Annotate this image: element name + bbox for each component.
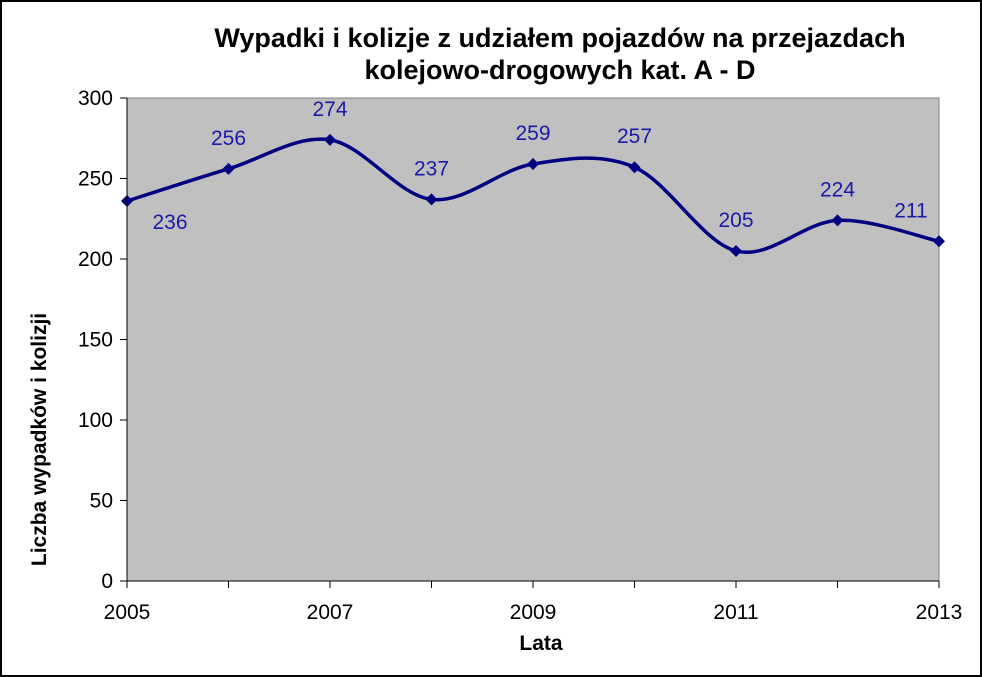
y-tick-label: 0 [101, 570, 113, 593]
x-tick-label: 2013 [916, 601, 963, 624]
y-tick-label: 250 [78, 168, 113, 191]
data-label: 259 [515, 122, 550, 145]
data-label: 224 [820, 178, 855, 201]
data-label: 211 [894, 199, 927, 222]
data-point [324, 133, 336, 146]
data-label: 237 [414, 157, 449, 180]
y-tick-label: 200 [78, 248, 113, 271]
chart-title-line-1: Wypadki i kolizje z udziałem pojazdów na… [214, 23, 906, 53]
data-point [730, 244, 742, 257]
data-label: 274 [312, 98, 347, 121]
y-tick-label: 100 [78, 409, 113, 432]
data-point [425, 193, 438, 206]
data-point [628, 161, 641, 174]
data-label: 257 [617, 125, 652, 148]
y-tick-label: 150 [78, 329, 113, 352]
data-point [831, 214, 844, 227]
data-point [222, 162, 235, 175]
chart-title: Wypadki i kolizje z udziałem pojazdów na… [120, 22, 982, 86]
y-axis-title: Liczba wypadków i kolizji [28, 313, 51, 566]
x-axis-title: Lata [519, 632, 563, 655]
x-tick-label: 2011 [713, 601, 758, 624]
data-label: 205 [718, 209, 753, 232]
chart-title-line-2: kolejowo-drogowych kat. A - D [364, 55, 756, 85]
x-tick-label: 2007 [307, 601, 354, 624]
data-point [527, 158, 539, 171]
y-tick-label: 300 [78, 87, 113, 110]
x-tick-label: 2005 [104, 601, 151, 624]
data-label: 236 [152, 211, 187, 234]
plot-area [126, 97, 940, 582]
x-tick-label: 2009 [510, 601, 557, 624]
data-label: 256 [211, 127, 246, 150]
y-tick-label: 50 [90, 490, 113, 513]
data-point [933, 235, 945, 248]
